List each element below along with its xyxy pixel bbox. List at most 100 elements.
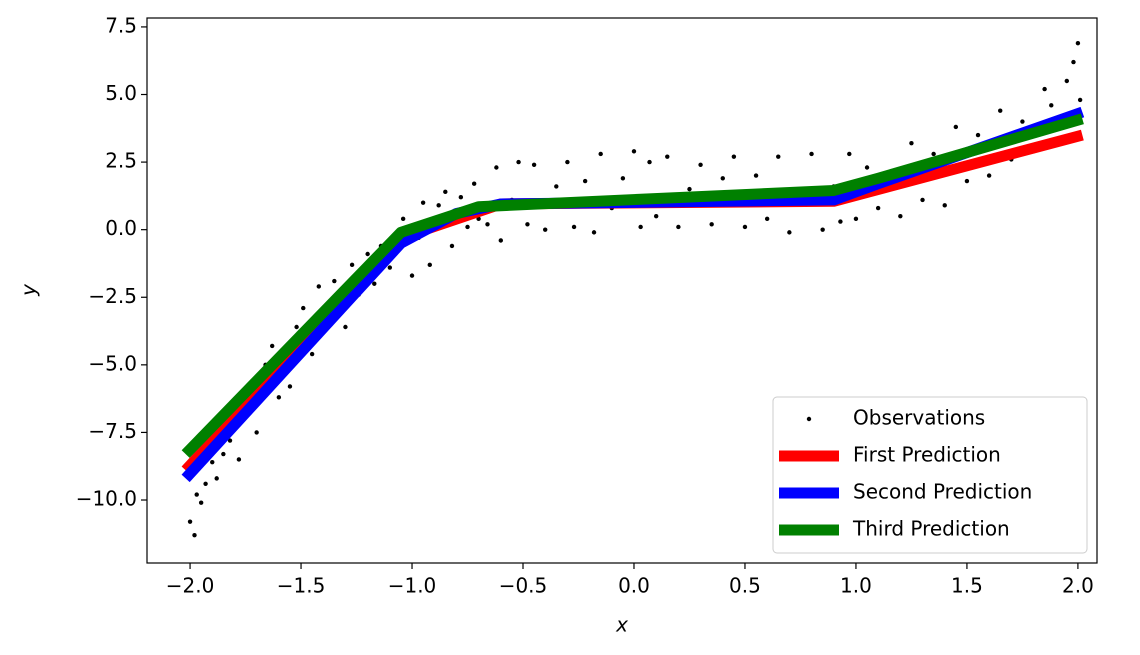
observation-point: [953, 124, 959, 130]
observation-point: [591, 230, 597, 235]
observation-point: [709, 222, 714, 227]
observation-point: [187, 519, 193, 524]
observation-point: [582, 178, 588, 184]
observation-point: [458, 195, 464, 200]
observation-point: [516, 159, 521, 165]
observation-point: [787, 230, 792, 235]
observation-point: [687, 186, 692, 192]
observation-point: [525, 222, 530, 227]
observation-point: [909, 140, 914, 146]
observation-point: [554, 184, 559, 189]
axes-frame: [146, 17, 1098, 564]
observation-point: [485, 222, 490, 227]
observation-point: [227, 438, 233, 443]
y-tick-label: −2.5: [88, 284, 137, 308]
x-tick-label: −1.0: [388, 574, 437, 598]
observation-point: [294, 324, 299, 330]
prediction-line: [181, 113, 1084, 458]
observation-point: [287, 384, 293, 389]
observation-point: [365, 251, 370, 257]
observation-point: [436, 203, 441, 208]
x-tick-label: −1.5: [277, 574, 326, 598]
observation-point: [571, 224, 577, 230]
observation-point: [269, 343, 275, 349]
observation-point: [764, 216, 770, 222]
observation-point: [531, 162, 537, 167]
y-tick-label: −5.0: [88, 351, 137, 375]
observation-point: [920, 197, 925, 203]
y-tick-label: 2.5: [105, 149, 137, 173]
observation-point: [720, 176, 725, 181]
observation-point: [753, 173, 759, 178]
observation-point: [1042, 86, 1047, 92]
observation-point: [372, 281, 377, 286]
x-tick-label: −2.0: [166, 574, 215, 598]
y-tick-label: 0.0: [105, 216, 137, 240]
observation-point: [665, 154, 670, 159]
x-tick-label: 0.0: [618, 574, 650, 598]
observation-point: [192, 532, 197, 538]
observation-point: [221, 451, 226, 457]
observation-point: [236, 457, 242, 462]
observation-point: [465, 224, 470, 230]
observation-point: [476, 216, 481, 222]
plot-area: [181, 40, 1085, 538]
legend-box: [772, 396, 1088, 554]
observation-point: [731, 154, 737, 159]
observation-point: [565, 159, 570, 165]
observation-point: [349, 262, 355, 268]
observation-point: [742, 224, 748, 230]
observation-point: [301, 305, 306, 311]
observation-point: [1049, 103, 1054, 108]
observation-point: [964, 178, 970, 184]
observation-point: [543, 227, 548, 232]
y-tick-label: −7.5: [88, 419, 137, 443]
observation-point: [210, 459, 215, 465]
observation-point: [598, 151, 603, 157]
x-tick-label: 0.5: [729, 574, 761, 598]
y-axis-label: y: [17, 283, 41, 297]
y-tick-label: 7.5: [105, 13, 137, 37]
observation-point: [1075, 40, 1081, 46]
x-tick-label: 1.0: [840, 574, 872, 598]
observation-point: [620, 176, 626, 181]
observation-point: [875, 205, 881, 211]
legend-marker: [806, 416, 812, 422]
observation-point: [975, 132, 981, 138]
y-tick-label: −10.0: [76, 487, 137, 511]
observation-point: [864, 165, 870, 170]
observation-point: [443, 189, 448, 195]
observation-point: [998, 108, 1003, 113]
observation-point: [631, 149, 637, 154]
observation-point: [400, 216, 406, 222]
observation-point: [409, 273, 415, 278]
observation-point: [198, 500, 204, 505]
observation-point: [776, 154, 781, 159]
observation-point: [986, 173, 992, 178]
observation-point: [898, 213, 903, 219]
observation-point: [203, 481, 208, 486]
observation-point: [498, 238, 504, 243]
legend-label: First Prediction: [853, 443, 1001, 467]
x-axis-label: x: [615, 613, 628, 637]
observation-point: [309, 351, 315, 357]
observation-point: [343, 324, 348, 330]
observation-point: [1020, 119, 1025, 124]
observation-point: [853, 216, 859, 222]
observation-point: [653, 213, 659, 219]
y-tick-label: 5.0: [105, 81, 137, 105]
observation-point: [647, 159, 652, 165]
observation-point: [638, 224, 643, 230]
observation-point: [698, 162, 703, 167]
observation-point: [809, 151, 814, 157]
x-tick-label: 1.5: [951, 574, 983, 598]
observation-point: [276, 395, 282, 400]
observation-point: [254, 430, 259, 435]
observation-point: [1064, 78, 1070, 84]
legend-label: Second Prediction: [853, 480, 1032, 504]
observation-point: [942, 203, 947, 208]
observation-point: [449, 243, 455, 249]
observation-point: [1071, 59, 1076, 65]
observation-point: [931, 151, 936, 157]
